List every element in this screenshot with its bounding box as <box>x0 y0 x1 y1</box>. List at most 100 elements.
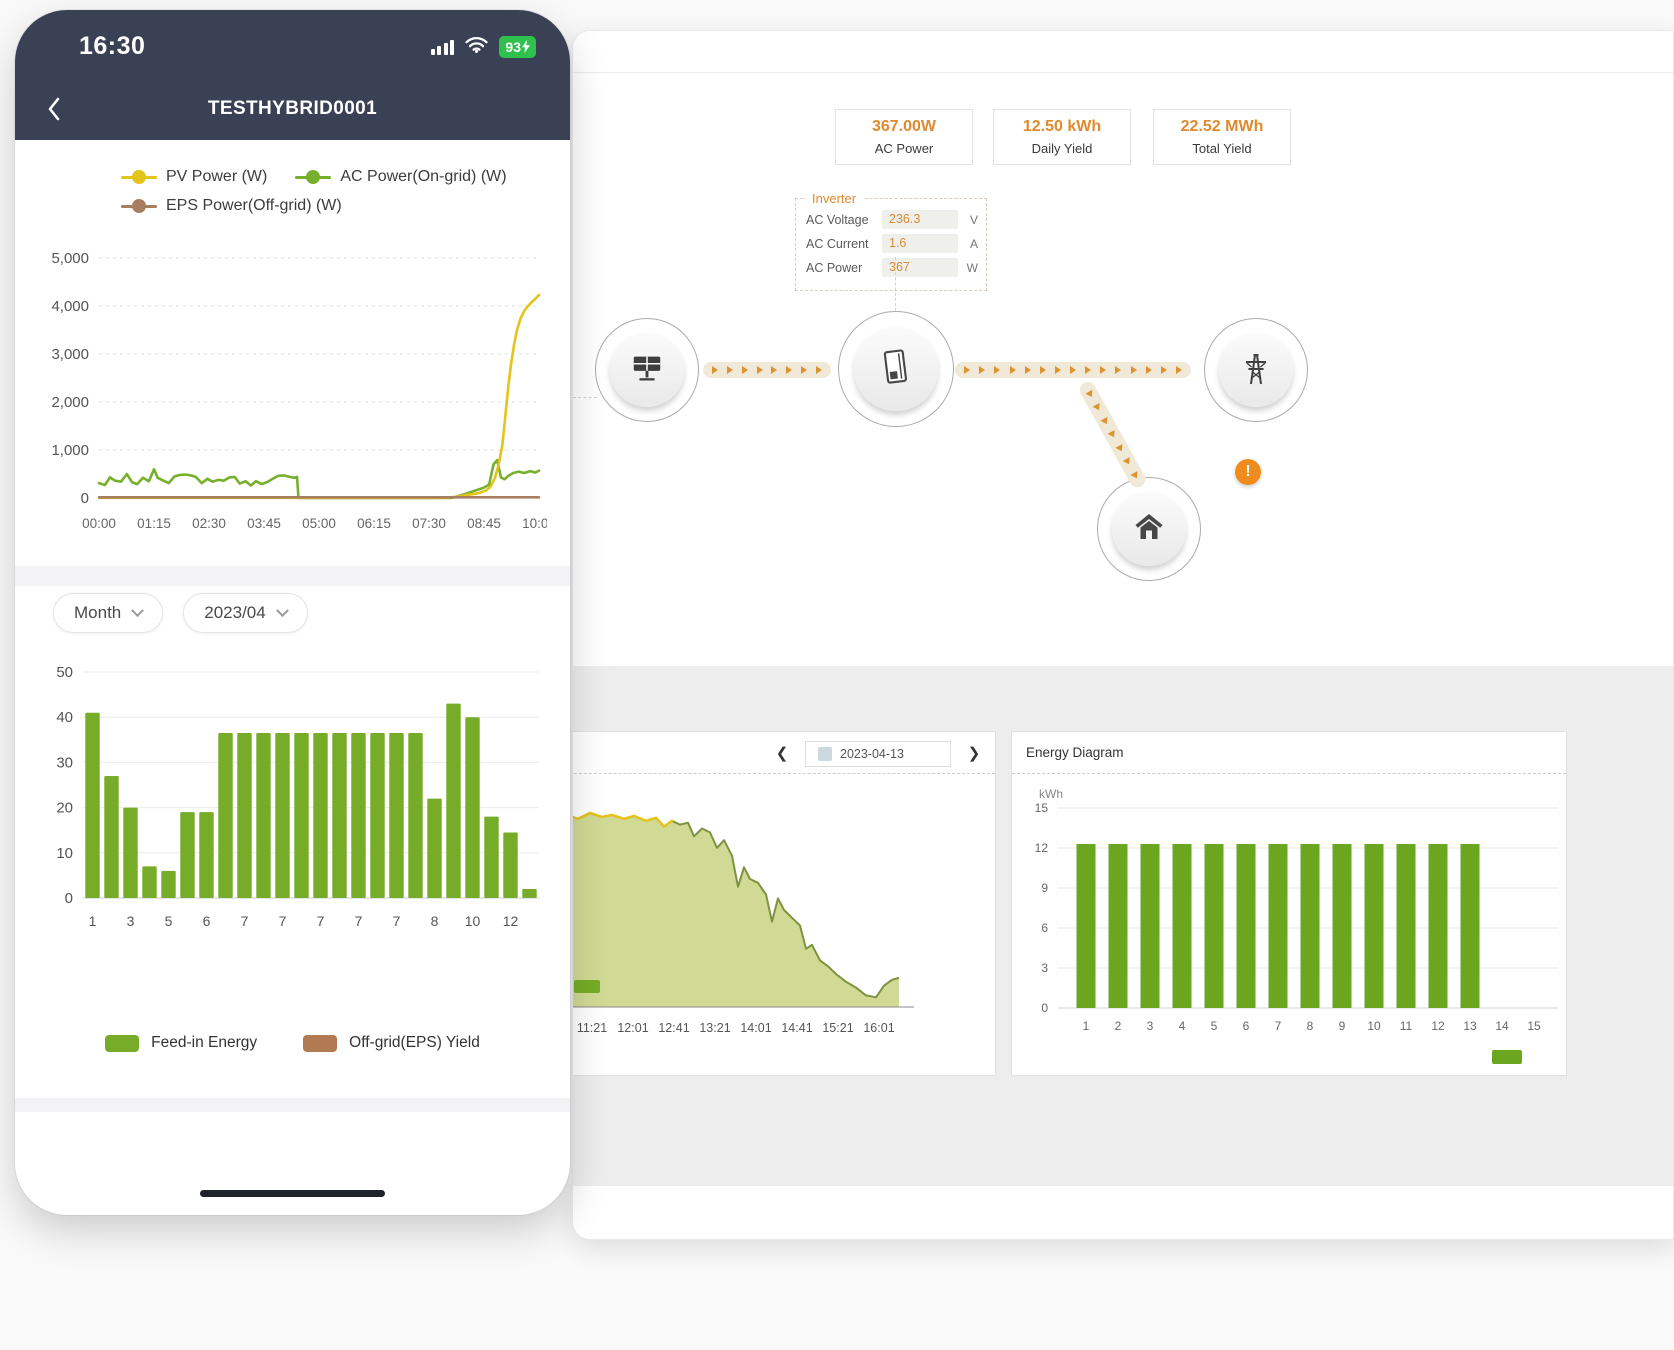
battery-icon: 93 <box>499 35 536 58</box>
svg-text:3: 3 <box>127 913 135 929</box>
next-day-button[interactable]: ❯ <box>967 745 981 762</box>
status-bar: 16:30 93 <box>15 10 570 61</box>
total-yield-label: Total Yield <box>1192 141 1252 156</box>
flow-arrow-icon <box>1145 366 1152 374</box>
flow-arrow-icon <box>1024 366 1031 374</box>
section-divider <box>15 1098 570 1112</box>
calendar-icon <box>818 747 832 761</box>
ac-power-value: 367.00W <box>871 118 937 135</box>
stat-card-total-yield: 22.52 MWh Total Yield <box>1153 109 1291 165</box>
svg-text:8: 8 <box>1307 1019 1314 1033</box>
svg-text:06:15: 06:15 <box>357 516 391 531</box>
power-grid-icon <box>1240 350 1272 391</box>
node-home <box>1097 477 1201 581</box>
svg-text:10:00: 10:00 <box>522 516 547 531</box>
svg-text:50: 50 <box>56 664 73 681</box>
inverter-row-current: AC Current 1.6 A <box>806 234 978 253</box>
daily-chart-panel: ❮ 2023-04-13 ❯ 11:21 12:01 12:41 13:21 14:01… <box>573 731 996 1076</box>
svg-text:7: 7 <box>393 913 401 929</box>
date-navigator: ❮ 2023-04-13 ❯ <box>775 741 981 767</box>
chevron-down-icon <box>131 603 145 617</box>
period-dropdown[interactable]: Month <box>53 593 164 633</box>
svg-text:03:45: 03:45 <box>247 516 281 531</box>
svg-text:11:21: 11:21 <box>577 1021 607 1035</box>
energy-diagram-title: Energy Diagram <box>1026 745 1124 760</box>
home-indicator[interactable] <box>200 1190 385 1197</box>
svg-text:3: 3 <box>1041 961 1048 975</box>
flow-arrow-icon <box>994 366 1001 374</box>
svg-text:15: 15 <box>1035 801 1049 815</box>
energy-flow-inverter-to-grid <box>955 362 1191 378</box>
inverter-row-power: AC Power 367 W <box>806 258 978 277</box>
date-picker[interactable]: 2023-04-13 <box>805 741 951 767</box>
inverter-info-panel: Inverter AC Voltage 236.3 V AC Current 1… <box>795 191 987 291</box>
line-chart-legend: PV Power (W) AC Power(On-grid) (W) EPS P… <box>121 168 555 215</box>
flow-arrow-icon <box>1130 470 1141 480</box>
svg-text:kWh: kWh <box>1039 788 1063 801</box>
svg-text:0: 0 <box>65 890 73 907</box>
svg-text:1: 1 <box>89 913 97 929</box>
svg-text:8: 8 <box>431 913 439 929</box>
inverter-row-voltage: AC Voltage 236.3 V <box>806 210 978 229</box>
flow-arrow-icon <box>1092 402 1103 413</box>
svg-text:00:00: 00:00 <box>82 516 116 531</box>
svg-text:16:01: 16:01 <box>863 1021 894 1035</box>
svg-text:0: 0 <box>1041 1001 1048 1015</box>
section-divider <box>15 566 570 586</box>
svg-text:10: 10 <box>465 913 481 929</box>
selected-date: 2023-04-13 <box>840 747 904 761</box>
flow-arrow-icon <box>1100 416 1111 426</box>
back-button[interactable] <box>47 96 61 127</box>
svg-text:1,000: 1,000 <box>51 442 89 459</box>
flow-arrow-icon <box>1115 366 1122 374</box>
dashed-connector-stub <box>573 397 597 398</box>
svg-text:5: 5 <box>165 913 173 929</box>
svg-text:3,000: 3,000 <box>51 346 89 363</box>
flow-arrow-icon <box>1070 366 1076 374</box>
legend-item-off-grid[interactable]: Off-grid(EPS) Yield <box>303 1034 480 1052</box>
flow-arrow-icon <box>1100 366 1107 374</box>
flow-arrow-icon <box>1130 366 1137 374</box>
prev-day-button[interactable]: ❮ <box>775 745 789 762</box>
flow-arrow-icon <box>1085 366 1092 374</box>
power-line-chart: 5,000 4,000 3,000 2,000 1,000 0 00:00 01:15 02:3… <box>51 250 547 531</box>
svg-text:12: 12 <box>503 913 519 929</box>
charging-bolt-icon <box>522 40 530 53</box>
solar-panel-icon <box>630 352 664 389</box>
daily-yield-value: 12.50 kWh <box>1022 118 1102 135</box>
daily-yield-label: Daily Yield <box>1031 141 1093 156</box>
legend-marker <box>121 199 157 213</box>
flow-arrow-icon <box>801 366 808 374</box>
ac-power-box-value: 367 <box>882 258 958 277</box>
svg-text:07:30: 07:30 <box>412 516 446 531</box>
svg-text:7: 7 <box>355 913 363 929</box>
dashboard-lower-section: ❮ 2023-04-13 ❯ 11:21 12:01 12:41 13:21 14:01… <box>573 666 1673 1186</box>
node-power-grid <box>1204 318 1308 422</box>
svg-text:12: 12 <box>1431 1019 1445 1033</box>
energy-flow-pv-to-inverter <box>703 362 831 378</box>
svg-text:40: 40 <box>56 709 73 726</box>
alert-icon[interactable]: ! <box>1235 459 1261 485</box>
dashed-connector-vertical <box>895 257 896 311</box>
inverter-panel-title: Inverter <box>812 191 857 206</box>
flow-arrow-icon <box>741 366 748 374</box>
legend-item-eps-power[interactable]: EPS Power(Off-grid) (W) <box>121 197 342 215</box>
legend-swatch <box>105 1034 140 1052</box>
svg-text:14:01: 14:01 <box>740 1021 771 1035</box>
legend-item-pv-power[interactable]: PV Power (W) <box>121 168 267 186</box>
legend-item-ac-power[interactable]: AC Power(On-grid) (W) <box>295 168 507 186</box>
svg-text:30: 30 <box>56 754 73 771</box>
svg-text:6: 6 <box>1243 1019 1250 1033</box>
svg-text:2,000: 2,000 <box>51 394 89 411</box>
svg-text:4,000: 4,000 <box>51 298 89 315</box>
svg-text:10: 10 <box>1367 1019 1381 1033</box>
phone-header: 16:30 93 <box>15 10 570 140</box>
svg-text:7: 7 <box>317 913 325 929</box>
legend-item-feed-in[interactable]: Feed-in Energy <box>105 1034 257 1052</box>
month-dropdown[interactable]: 2023/04 <box>183 593 308 633</box>
desktop-topbar <box>573 31 1673 73</box>
svg-text:12:01: 12:01 <box>617 1021 648 1035</box>
svg-text:4: 4 <box>1179 1019 1186 1033</box>
svg-text:2: 2 <box>1115 1019 1122 1033</box>
